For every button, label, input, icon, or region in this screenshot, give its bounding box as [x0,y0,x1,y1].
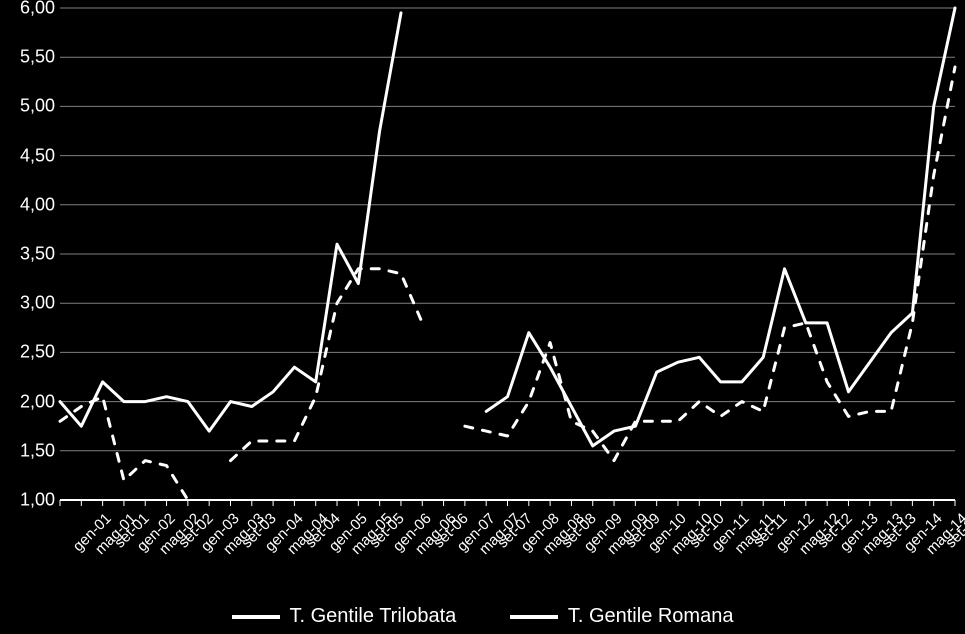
y-tick-label: 3,50 [20,244,55,265]
y-tick-label: 5,50 [20,47,55,68]
legend-label: T. Gentile Romana [568,605,734,628]
chart-legend: T. Gentile Trilobata T. Gentile Romana [0,602,965,629]
y-tick-label: 2,00 [20,391,55,412]
y-tick-label: 5,00 [20,96,55,117]
legend-item-trilobata: T. Gentile Trilobata [232,605,457,628]
y-tick-label: 1,50 [20,440,55,461]
y-tick-label: 1,00 [20,490,55,511]
y-tick-label: 6,00 [20,0,55,19]
legend-label: T. Gentile Trilobata [290,605,457,628]
y-tick-label: 4,00 [20,194,55,215]
legend-swatch [232,615,280,619]
y-tick-label: 3,00 [20,293,55,314]
price-line-chart: T. Gentile Trilobata T. Gentile Romana 1… [0,0,965,634]
legend-swatch [510,615,558,619]
y-tick-label: 4,50 [20,145,55,166]
y-tick-label: 2,50 [20,342,55,363]
legend-item-romana: T. Gentile Romana [510,605,734,628]
